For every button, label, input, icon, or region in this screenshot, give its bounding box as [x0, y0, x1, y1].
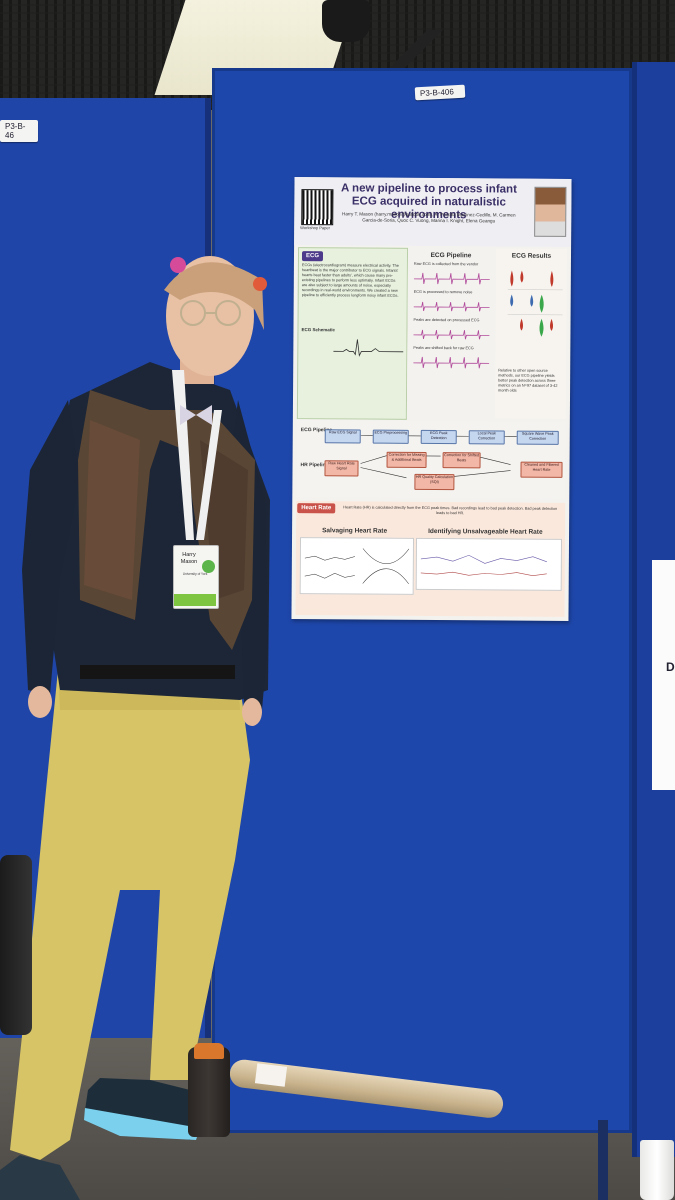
stand-number-tag: P3-B-46: [0, 120, 38, 142]
pipeline-step: Peaks are detected on processed ECG: [413, 317, 480, 323]
neighbor-poster-letter: D: [666, 660, 675, 674]
badge-name: Harry Mason: [180, 552, 198, 565]
badge-logo: [202, 560, 215, 573]
ecg-wave-peaks: [413, 329, 490, 340]
flow-step: Correction for Missing & Additional Beat…: [386, 451, 427, 468]
poster-tube-label: [254, 1063, 288, 1087]
poster-authors: Harry T. Mason (harry.mason@outlook.com)…: [342, 211, 516, 224]
flowchart-arrows: [360, 435, 517, 479]
pipeline-step: Raw ECG is collected from the vendor: [413, 261, 479, 267]
pipeline-section-label: ECG Pipeline: [430, 251, 472, 260]
badge-stripe: [174, 594, 216, 606]
paper-cup: [640, 1140, 674, 1200]
ecg-section-label: ECG: [301, 251, 324, 262]
flow-step: Cleaned and Filtered Heart Rate: [520, 461, 563, 478]
heart-rate-section-label: Heart Rate: [297, 503, 336, 514]
pipeline-step: ECG is processed to remove noise: [413, 289, 473, 295]
results-description: Relative to other open source methods, o…: [498, 368, 558, 393]
flow-step: ECG Peak Detection: [420, 429, 457, 445]
results-violin-plots: [507, 270, 563, 337]
qr-caption: Workshop Paper: [300, 225, 330, 231]
backpack: [0, 855, 32, 1035]
results-section-label: ECG Results: [511, 252, 552, 260]
neighbor-poster: [652, 560, 675, 790]
stand-number-tag: P3-B-406: [414, 84, 466, 101]
ecg-schematic-wave: [333, 339, 404, 357]
unsalvageable-hr-plot: [415, 537, 563, 591]
research-poster: Workshop Paper A new pipeline to process…: [291, 177, 572, 621]
water-bottle: [188, 1047, 230, 1137]
salvaging-hr-label: Salvaging Heart Rate: [322, 527, 388, 535]
author-photo: [534, 186, 567, 237]
heart-rate-description: Heart Rate (HR) is calculated directly f…: [343, 505, 558, 516]
salvaging-hr-plot: [299, 537, 415, 595]
flow-step: Raw Heart Rate Signal: [324, 460, 359, 477]
presenter-person: [0, 256, 270, 1200]
flow-step: Square Wave Peak Correction: [516, 430, 559, 445]
flow-step: Correction for Shifted Beats: [442, 452, 481, 469]
ecg-wave-raw: [413, 272, 490, 285]
ecg-wave-processed: [413, 301, 490, 312]
pipeline-step: Peaks are shifted back for raw ECG: [413, 345, 474, 351]
ecg-wave-shifted: [413, 356, 490, 369]
water-bottle-cap: [194, 1043, 224, 1059]
unsalvageable-hr-label: Identifying Unsalvageable Heart Rate: [428, 527, 543, 536]
flow-step: Raw ECG Signal: [324, 429, 361, 444]
qr-code: [301, 189, 334, 226]
badge-organization: University of York: [182, 572, 208, 576]
board-support-pole: [598, 1120, 608, 1200]
flow-step: ECG Preprocessing: [372, 429, 409, 444]
flow-step: HR Quality Calculation (SQI): [414, 473, 455, 491]
ecg-schematic-label: ECG Schematic: [301, 327, 336, 333]
flow-step: Local Peak Correction: [468, 430, 505, 445]
ecg-description: ECGs (electrocardiogram) measure electri…: [301, 263, 399, 298]
